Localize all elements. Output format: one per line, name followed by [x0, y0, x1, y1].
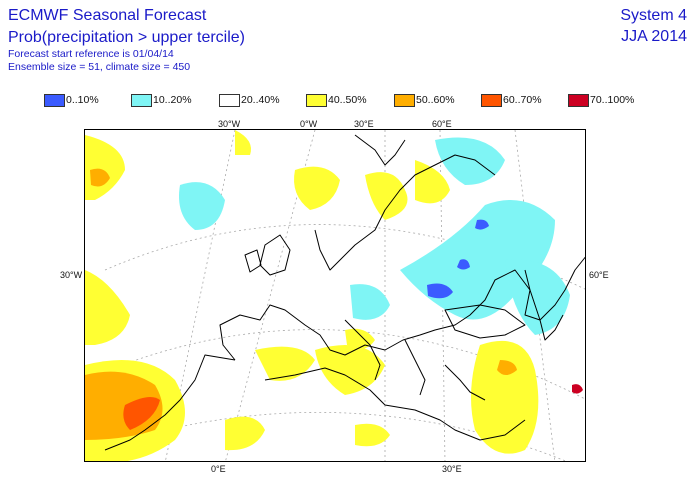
- lon-label-0e-bottom: 0°E: [211, 464, 226, 474]
- legend-label: 20..40%: [241, 94, 280, 106]
- legend-swatch: [306, 94, 327, 107]
- prob-60-70-areas: [123, 396, 160, 430]
- lon-label-60e-side: 60°E: [589, 270, 609, 280]
- lon-label-30w-top: 30°W: [218, 119, 241, 129]
- legend-swatch: [131, 94, 152, 107]
- legend-label: 10..20%: [153, 94, 192, 106]
- prob-0-10-areas: [427, 219, 489, 299]
- chart-title: ECMWF Seasonal Forecast: [8, 7, 207, 24]
- legend-swatch: [568, 94, 589, 107]
- legend-swatch: [219, 94, 240, 107]
- legend-label: 70..100%: [590, 94, 635, 106]
- prob-10-20-areas: [179, 137, 570, 335]
- legend-swatch: [44, 94, 65, 107]
- lon-label-30e-top: 30°E: [354, 119, 374, 129]
- legend-label: 50..60%: [416, 94, 455, 106]
- chart-subtitle: Prob(precipitation > upper tercile): [8, 29, 246, 46]
- legend-label: 0..10%: [66, 94, 99, 106]
- forecast-start-label: Forecast start reference is 01/04/14: [8, 48, 174, 60]
- lon-label-30e-bottom: 30°E: [442, 464, 462, 474]
- legend-swatch: [481, 94, 502, 107]
- legend-label: 40..50%: [328, 94, 367, 106]
- legend: 0..10% 10..20% 20..40% 40..50% 50..60% 6…: [0, 93, 697, 109]
- prob-70-100-areas: [572, 384, 583, 394]
- lon-label-0w-top: 0°W: [300, 119, 318, 129]
- ensemble-size-label: Ensemble size = 51, climate size = 450: [8, 61, 191, 73]
- forecast-map: [84, 129, 586, 462]
- legend-swatch: [394, 94, 415, 107]
- lon-label-30w-side: 30°W: [60, 270, 83, 280]
- season-label: JJA 2014: [621, 28, 687, 45]
- lon-label-60e-top: 60°E: [432, 119, 452, 129]
- map-canvas: [85, 130, 585, 461]
- legend-label: 60..70%: [503, 94, 542, 106]
- system-label: System 4: [620, 7, 687, 24]
- coastlines: [104, 134, 585, 451]
